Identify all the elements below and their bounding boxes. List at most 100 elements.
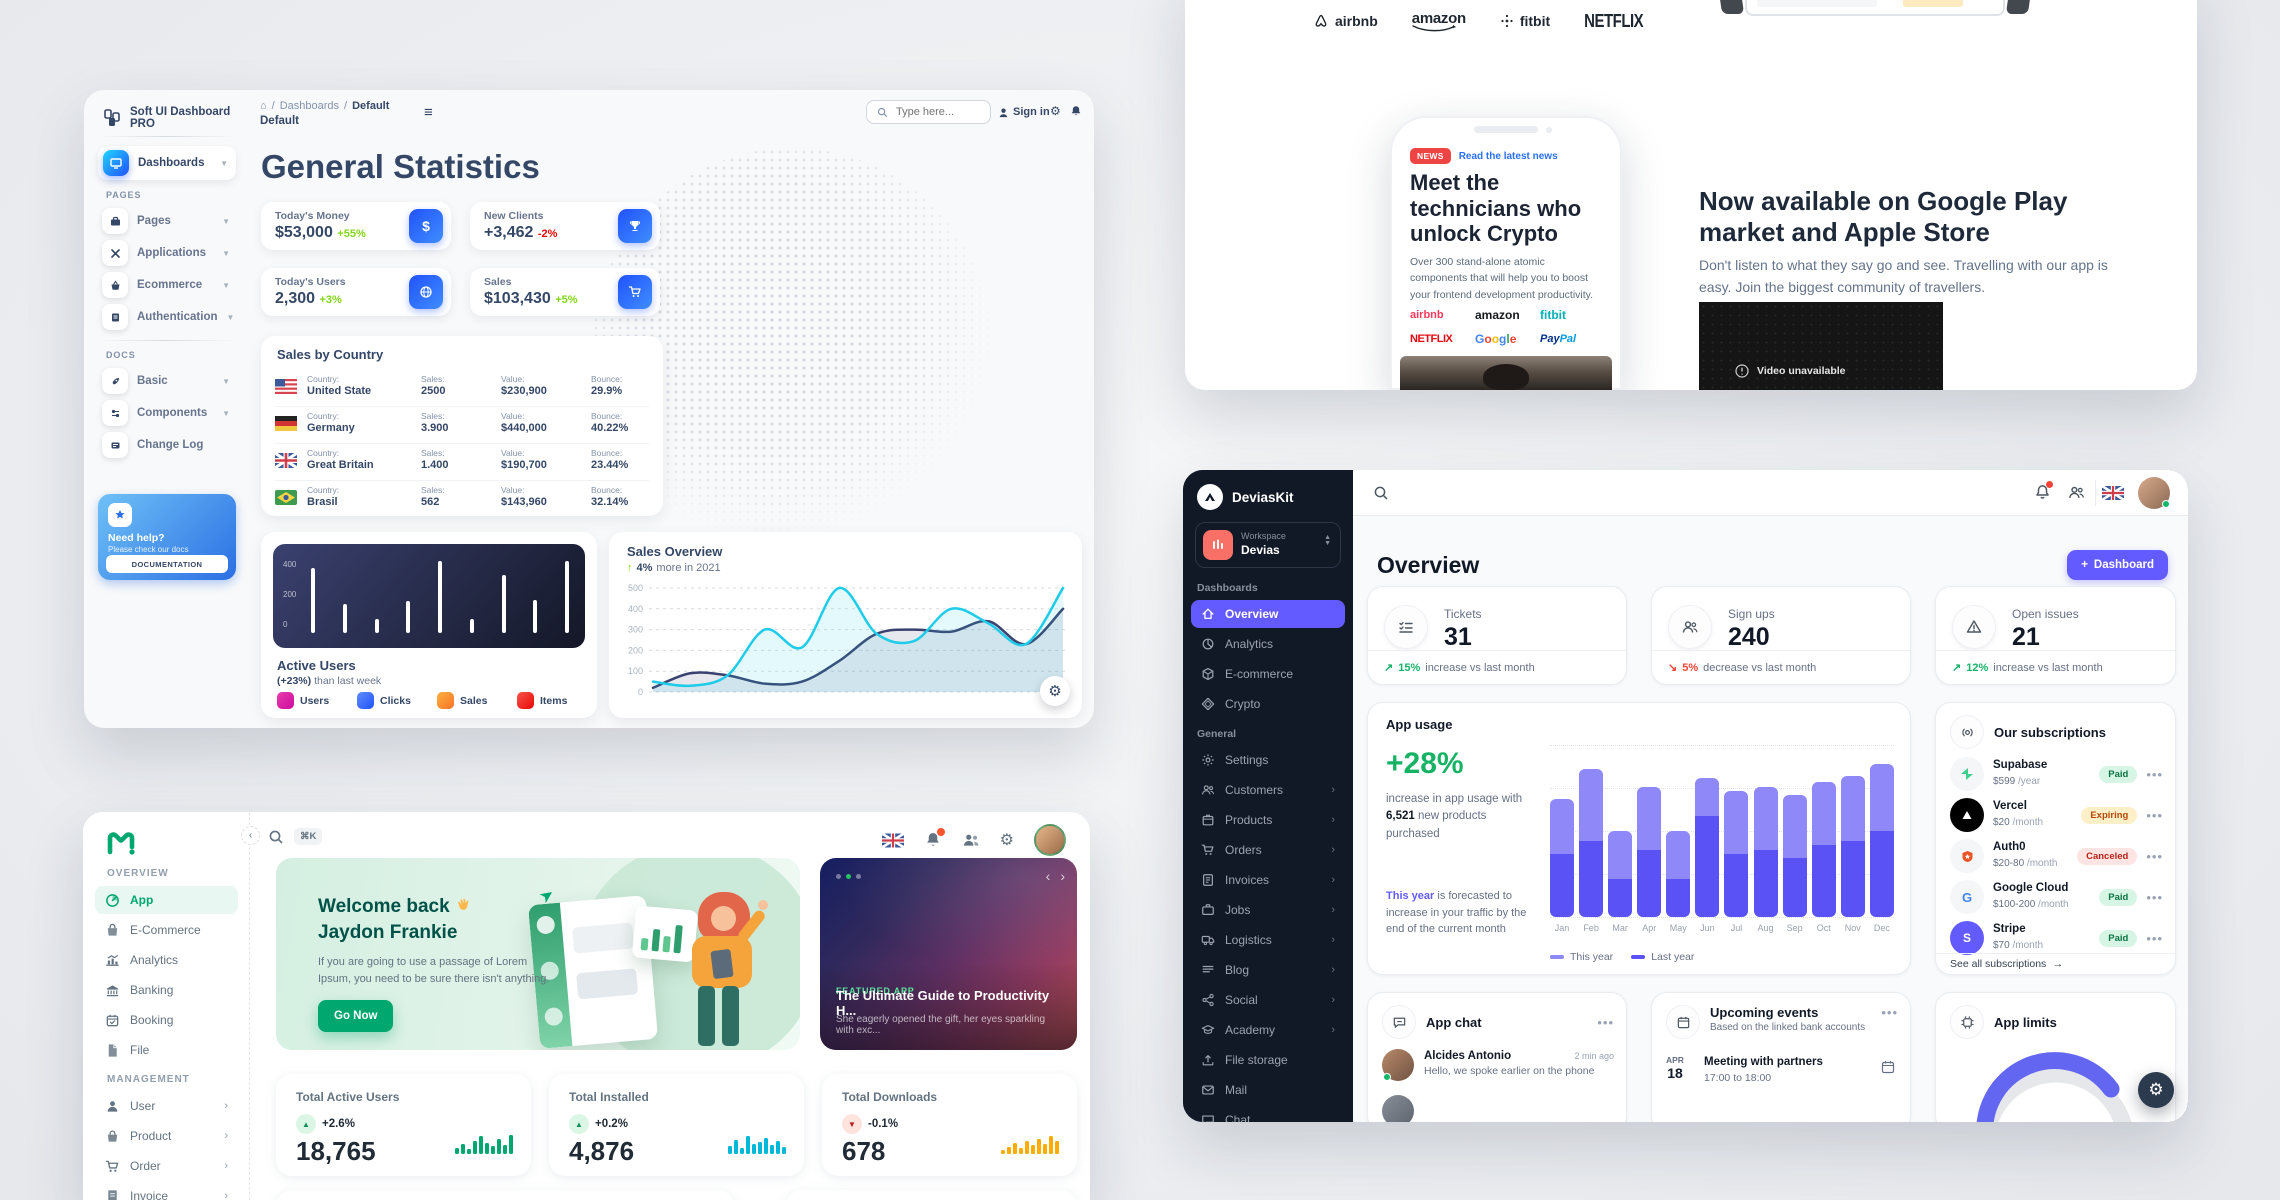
devias-dashboard-window: DeviasKit Workspace Devias ▲ ▼ Dashboards… xyxy=(1183,470,2188,1122)
table-row[interactable]: Country: United State Sales: 2500 Value: $2… xyxy=(261,370,663,405)
add-dashboard-button[interactable]: + Dashboard xyxy=(2067,550,2168,580)
sidebar-item-academy[interactable]: Academy › xyxy=(1191,1016,1345,1044)
sidebar-item-logistics[interactable]: Logistics › xyxy=(1191,926,1345,954)
documentation-button[interactable]: DOCUMENTATION xyxy=(106,555,228,573)
sidebar-item-applications[interactable]: Applications ▼ xyxy=(98,238,236,268)
sidebar-item-order[interactable]: Order › xyxy=(95,1152,238,1180)
sidebar-item-authentication[interactable]: Authentication ▼ xyxy=(98,302,236,332)
uk-flag-icon[interactable] xyxy=(2102,486,2124,500)
sidebar-item-dashboards[interactable]: Dashboards ▼ xyxy=(98,146,236,180)
search-icon[interactable] xyxy=(1373,485,1389,501)
sidebar-collapse-button[interactable]: ‹ xyxy=(241,826,260,845)
sidebar-item-banking[interactable]: Banking xyxy=(95,976,238,1004)
news-link[interactable]: Read the latest news xyxy=(1458,150,1558,162)
settings-fab[interactable]: ⚙ xyxy=(2138,1072,2174,1108)
soft-logo[interactable]: Soft UI Dashboard PRO xyxy=(102,106,236,130)
sidebar-item-blog[interactable]: Blog › xyxy=(1191,956,1345,984)
sign-in-button[interactable]: Sign in xyxy=(998,106,1050,118)
gear-icon[interactable]: ⚙ xyxy=(1050,104,1061,118)
brazil-flag-icon xyxy=(275,490,297,505)
search-area[interactable]: ⌘K xyxy=(268,828,323,845)
booking-icon xyxy=(106,1014,119,1026)
devias-logo-icon xyxy=(1197,484,1223,510)
carousel-prev-button[interactable]: ‹ xyxy=(1045,868,1051,884)
sidebar-item-file-storage[interactable]: File storage xyxy=(1191,1046,1345,1074)
minimal-logo[interactable] xyxy=(107,830,135,856)
table-row[interactable]: Country: Brasil Sales: 562 Value: $143,960 … xyxy=(261,481,663,516)
go-now-button[interactable]: Go Now xyxy=(318,1000,394,1032)
bell-icon[interactable] xyxy=(2034,481,2053,501)
hamburger-icon[interactable]: ≡ xyxy=(424,104,433,121)
sidebar-item-invoice[interactable]: Invoice › xyxy=(95,1182,238,1200)
sidebar-item-basic[interactable]: Basic ▼ xyxy=(98,366,236,396)
sidebar-item-product[interactable]: Product › xyxy=(95,1122,238,1150)
subscriptions-icon xyxy=(1950,715,1984,749)
row-menu-button[interactable]: ••• xyxy=(2146,889,2163,905)
see-all-subscriptions-link[interactable]: See all subscriptions → xyxy=(1936,953,2175,974)
online-dot xyxy=(2162,500,2170,508)
sidebar-item-settings[interactable]: Settings xyxy=(1191,746,1345,774)
sidebar-item-crypto[interactable]: Crypto xyxy=(1191,690,1345,718)
card-title: Our subscriptions xyxy=(1994,724,2106,740)
sidebar-item-booking[interactable]: Booking xyxy=(95,1006,238,1034)
sidebar-item-pages[interactable]: Pages ▼ xyxy=(98,206,236,236)
card-menu-button[interactable]: ••• xyxy=(1597,1014,1614,1030)
spark-bar xyxy=(479,1136,483,1154)
sidebar-item-analytics[interactable]: Analytics xyxy=(1191,630,1345,658)
featured-app-card[interactable]: ‹ › FEATURED APP The Ultimate Guide to P… xyxy=(820,858,1077,1050)
contacts-icon[interactable] xyxy=(962,831,980,849)
sidebar-item-changelog[interactable]: Change Log xyxy=(98,430,236,460)
sidebar-item-file[interactable]: File xyxy=(95,1036,238,1064)
uk-flag-icon[interactable] xyxy=(881,832,904,848)
sidebar-item-ecommerce[interactable]: E-commerce xyxy=(1191,660,1345,688)
row-menu-button[interactable]: ••• xyxy=(2146,807,2163,823)
row-menu-button[interactable]: ••• xyxy=(2146,766,2163,782)
search-box[interactable] xyxy=(866,100,991,124)
sidebar-item-ecommerce[interactable]: E-Commerce xyxy=(95,916,238,944)
devias-logo[interactable]: DeviasKit xyxy=(1197,484,1294,510)
sidebar-item-components[interactable]: Components ▼ xyxy=(98,398,236,428)
subscription-row-stripe[interactable]: S Stripe $70 /month Paid ••• xyxy=(1950,919,2163,957)
table-row[interactable]: Country: Germany Sales: 3.900 Value: $440,0… xyxy=(261,407,663,442)
sidebar-item-analytics[interactable]: Analytics xyxy=(95,946,238,974)
sidebar-item-social[interactable]: Social › xyxy=(1191,986,1345,1014)
subscription-row-vercel[interactable]: Vercel $20 /month Expiring ••• xyxy=(1950,796,2163,834)
chart-settings-button[interactable]: ⚙ xyxy=(1040,676,1070,706)
avatar[interactable] xyxy=(2138,477,2170,509)
carousel-next-button[interactable]: › xyxy=(1060,868,1065,884)
welcome-name: Jaydon Frankie xyxy=(318,922,458,943)
sidebar-item-mail[interactable]: Mail xyxy=(1191,1076,1345,1104)
row-menu-button[interactable]: ••• xyxy=(2146,930,2163,946)
sidebar-item-app[interactable]: App xyxy=(95,886,238,914)
video-embed[interactable]: Video unavailable xyxy=(1699,302,1943,390)
table-row[interactable]: Country: Great Britain Sales: 1.400 Value:… xyxy=(261,444,663,479)
contacts-icon[interactable] xyxy=(2068,484,2085,501)
subscription-row-auth0[interactable]: Auth0 $20-80 /month Canceled ••• xyxy=(1950,837,2163,875)
bar-column: Dec xyxy=(1869,764,1894,933)
subscription-row-google-cloud[interactable]: G Google Cloud $100-200 /month Paid ••• xyxy=(1950,878,2163,916)
bar-column: May xyxy=(1666,831,1691,933)
sidebar-item-invoices[interactable]: Invoices › xyxy=(1191,866,1345,894)
row-menu-button[interactable]: ••• xyxy=(2146,848,2163,864)
bar xyxy=(374,619,379,633)
sidebar-item-customers[interactable]: Customers › xyxy=(1191,776,1345,804)
usage-gauge xyxy=(1976,1052,2132,1122)
sidebar-item-products[interactable]: Products › xyxy=(1191,806,1345,834)
subscription-row-supabase[interactable]: Supabase $599 /year Paid ••• xyxy=(1950,755,2163,793)
sidebar-item-ecommerce[interactable]: Ecommerce ▼ xyxy=(98,270,236,300)
bell-icon[interactable] xyxy=(1070,105,1082,117)
featured-title[interactable]: The Ultimate Guide to Productivity H... xyxy=(836,988,1050,1018)
bell-icon[interactable] xyxy=(924,827,946,849)
sidebar-item-overview[interactable]: Overview xyxy=(1191,600,1345,628)
sidebar-item-jobs[interactable]: Jobs › xyxy=(1191,896,1345,924)
gear-icon[interactable]: ⚙ xyxy=(999,832,1014,849)
workspace-selector[interactable]: Workspace Devias ▲ ▼ xyxy=(1195,522,1341,568)
this-year-legend-icon xyxy=(1550,955,1564,959)
sidebar-item-orders[interactable]: Orders › xyxy=(1191,836,1345,864)
carousel-dots[interactable] xyxy=(836,874,861,879)
sidebar-item-user[interactable]: User › xyxy=(95,1092,238,1120)
search-input[interactable] xyxy=(894,105,980,119)
sidebar-item-chat[interactable]: Chat xyxy=(1191,1106,1345,1122)
card-menu-button[interactable]: ••• xyxy=(1881,1005,1898,1020)
avatar[interactable] xyxy=(1034,824,1066,856)
